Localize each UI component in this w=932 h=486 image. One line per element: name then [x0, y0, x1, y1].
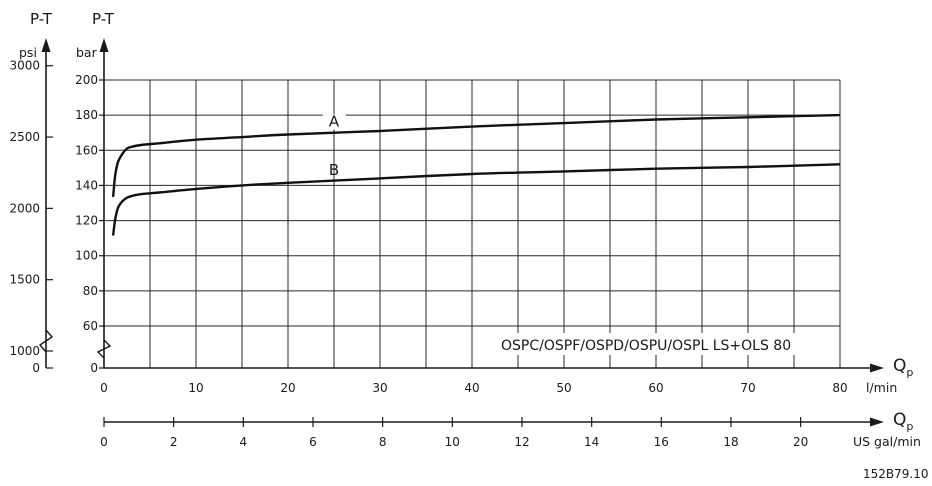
y-axis-psi-break [38, 329, 54, 353]
x-axis-usgal-title: Qp [893, 410, 913, 433]
y-bar-tick-label: 160 [75, 143, 98, 157]
x-lmin-tick-label: 40 [464, 381, 479, 395]
y-axis-bar-break [96, 339, 112, 359]
x-axis-lmin-unit: l/min [866, 380, 897, 395]
curve-label-a: A [329, 112, 340, 130]
x-usgal-tick-label: 12 [514, 435, 529, 449]
x-axis-lmin-title: Qp [893, 356, 913, 379]
curve-labels: AB [322, 112, 346, 179]
y-axis-psi-title: P-T [30, 10, 53, 28]
x-usgal-tick-label: 4 [240, 435, 248, 449]
chart-caption: OSPC/OSPF/OSPD/OSPU/OSPL LS+OLS 80 [501, 338, 791, 354]
x-axis-usgal-unit: US gal/min [853, 434, 921, 449]
ticks [46, 65, 802, 427]
x-usgal-tick-label: 0 [100, 435, 108, 449]
y-axis-psi-unit: psi [19, 45, 37, 60]
x-lmin-tick-label: 0 [100, 381, 108, 395]
x-axis-lmin-arrowhead [870, 363, 884, 373]
curve-label-a-backdrop [322, 114, 346, 130]
y-bar-tick-label: 200 [75, 73, 98, 87]
x-lmin-tick-label: 30 [372, 381, 387, 395]
x-usgal-tick-label: 10 [445, 435, 460, 449]
x-lmin-tick-label: 60 [648, 381, 663, 395]
x-lmin-tick-label: 50 [556, 381, 571, 395]
y-axis-psi-arrowhead [41, 38, 51, 52]
y-bar-tick-label: 60 [83, 319, 98, 333]
curve-label-b: B [329, 161, 339, 179]
y-bar-tick-label: 180 [75, 108, 98, 122]
y-axis-bar-arrowhead [99, 38, 109, 52]
y-psi-tick-label: 3000 [9, 59, 40, 73]
y-axis-bar-unit: bar [76, 45, 98, 60]
y-psi-tick-label: 2000 [9, 201, 40, 215]
caption-backdrop [496, 333, 838, 355]
x-usgal-tick-label: 20 [793, 435, 808, 449]
y-bar-tick-label: 140 [75, 178, 98, 192]
x-usgal-tick-label: 2 [170, 435, 178, 449]
y-psi-tick-label: 1000 [9, 344, 40, 358]
y-bar-tick-label: 80 [83, 284, 98, 298]
x-lmin-tick-label: 20 [280, 381, 295, 395]
y-psi-tick-label: 0 [32, 361, 40, 375]
y-bar-tick-label: 120 [75, 214, 98, 228]
x-lmin-tick-label: 10 [188, 381, 203, 395]
figure-code: 152B79.10 [863, 467, 929, 481]
x-usgal-tick-label: 16 [654, 435, 669, 449]
x-axis-usgal-arrowhead [870, 417, 884, 427]
axes [38, 38, 884, 427]
x-lmin-tick-label: 70 [740, 381, 755, 395]
x-usgal-tick-label: 8 [379, 435, 387, 449]
y-bar-tick-label: 100 [75, 249, 98, 263]
curve-line-b [112, 163, 840, 236]
x-usgal-tick-label: 6 [309, 435, 317, 449]
y-psi-tick-label: 1500 [9, 273, 40, 287]
y-bar-tick-label: 0 [90, 361, 98, 375]
x-usgal-tick-label: 14 [584, 435, 599, 449]
x-lmin-tick-label: 80 [832, 381, 847, 395]
y-axis-bar-title: P-T [92, 10, 115, 28]
curves [112, 113, 840, 236]
tick-labels: 0608010012014016018020001000150020002500… [9, 59, 847, 449]
x-usgal-tick-label: 18 [723, 435, 738, 449]
y-psi-tick-label: 2500 [9, 130, 40, 144]
grid [104, 79, 841, 368]
curve-line-a [112, 113, 840, 198]
